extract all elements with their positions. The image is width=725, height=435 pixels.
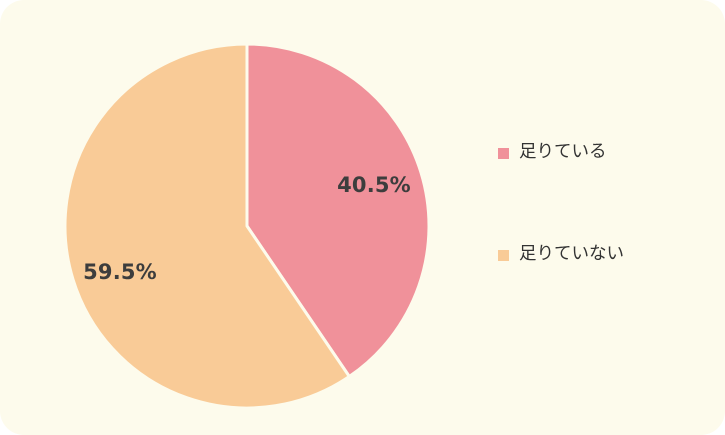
pie-chart: 40.5% 59.5% bbox=[63, 42, 431, 410]
legend-item-0[interactable]: 足りている bbox=[498, 140, 713, 166]
pie-slice-label-1: 59.5% bbox=[83, 260, 157, 284]
legend-swatch-icon-1 bbox=[498, 249, 509, 261]
pie-slice-label-0: 40.5% bbox=[337, 173, 411, 197]
legend-label-0: 足りている bbox=[519, 142, 607, 163]
pie-slice-0[interactable] bbox=[245, 42, 431, 379]
legend-label-1: 足りていない bbox=[519, 244, 624, 265]
pie-chart-svg bbox=[63, 42, 431, 410]
chart-legend: 足りている 足りていない bbox=[498, 140, 713, 268]
pie-slice-1[interactable] bbox=[63, 42, 351, 410]
pie-slice-group bbox=[63, 42, 431, 410]
legend-swatch-icon-0 bbox=[498, 147, 509, 159]
legend-item-1[interactable]: 足りていない bbox=[498, 242, 713, 268]
